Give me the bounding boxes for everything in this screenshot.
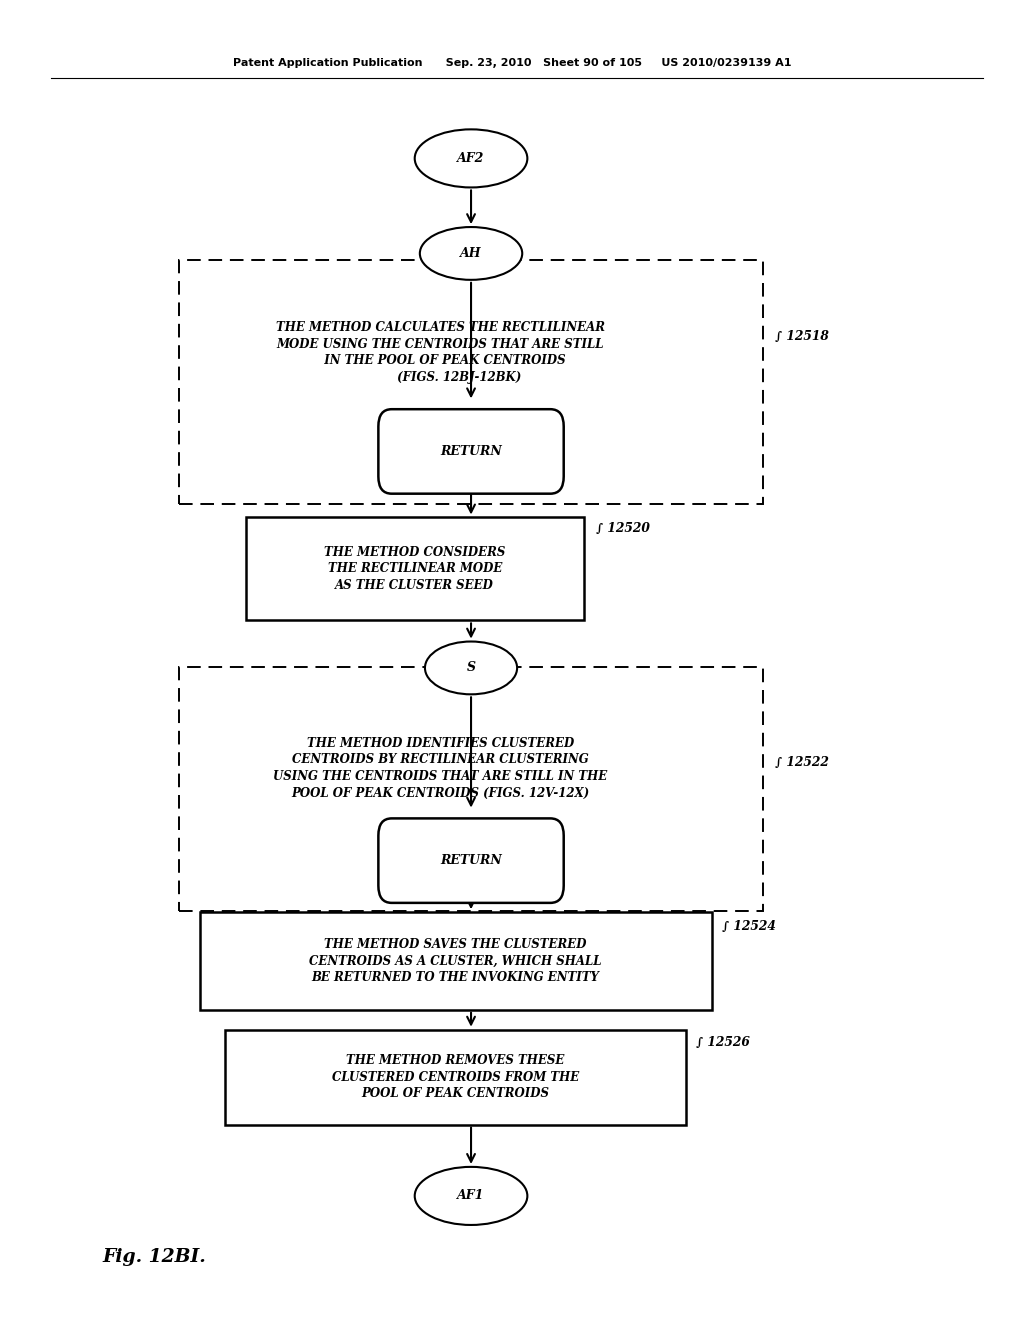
Text: THE METHOD CALCULATES THE RECTLILINEAR
MODE USING THE CENTROIDS THAT ARE STILL
 : THE METHOD CALCULATES THE RECTLILINEAR M…	[275, 321, 605, 384]
Bar	[179, 260, 763, 504]
FancyBboxPatch shape	[379, 409, 563, 494]
Text: RETURN: RETURN	[440, 854, 502, 867]
Text: THE METHOD IDENTIFIES CLUSTERED
CENTROIDS BY RECTILINEAR CLUSTERING
USING THE CE: THE METHOD IDENTIFIES CLUSTERED CENTROID…	[273, 737, 607, 800]
Text: Fig. 12BI.: Fig. 12BI.	[102, 1247, 206, 1266]
Text: ∫ 12526: ∫ 12526	[696, 1036, 751, 1049]
Text: S: S	[467, 661, 475, 675]
Bar	[200, 912, 712, 1010]
Text: AF1: AF1	[458, 1189, 484, 1203]
Text: AH: AH	[461, 247, 481, 260]
Bar	[179, 667, 763, 911]
Text: THE METHOD CONSIDERS
THE RECTILINEAR MODE
AS THE CLUSTER SEED: THE METHOD CONSIDERS THE RECTILINEAR MOD…	[324, 546, 506, 591]
Ellipse shape	[415, 129, 527, 187]
Text: RETURN: RETURN	[440, 445, 502, 458]
Ellipse shape	[420, 227, 522, 280]
Bar	[225, 1030, 686, 1125]
Text: AF2: AF2	[458, 152, 484, 165]
Bar	[246, 517, 584, 620]
FancyBboxPatch shape	[379, 818, 563, 903]
Text: ∫ 12518: ∫ 12518	[775, 330, 829, 343]
Text: ∫ 12522: ∫ 12522	[775, 756, 829, 770]
Ellipse shape	[415, 1167, 527, 1225]
Text: ∫ 12520: ∫ 12520	[596, 521, 650, 535]
Text: THE METHOD REMOVES THESE
CLUSTERED CENTROIDS FROM THE
POOL OF PEAK CENTROIDS: THE METHOD REMOVES THESE CLUSTERED CENTR…	[332, 1055, 580, 1100]
Text: THE METHOD SAVES THE CLUSTERED
CENTROIDS AS A CLUSTER, WHICH SHALL
BE RETURNED T: THE METHOD SAVES THE CLUSTERED CENTROIDS…	[309, 939, 602, 983]
Ellipse shape	[425, 642, 517, 694]
Text: ∫ 12524: ∫ 12524	[722, 920, 776, 933]
Text: Patent Application Publication      Sep. 23, 2010   Sheet 90 of 105     US 2010/: Patent Application Publication Sep. 23, …	[232, 58, 792, 69]
